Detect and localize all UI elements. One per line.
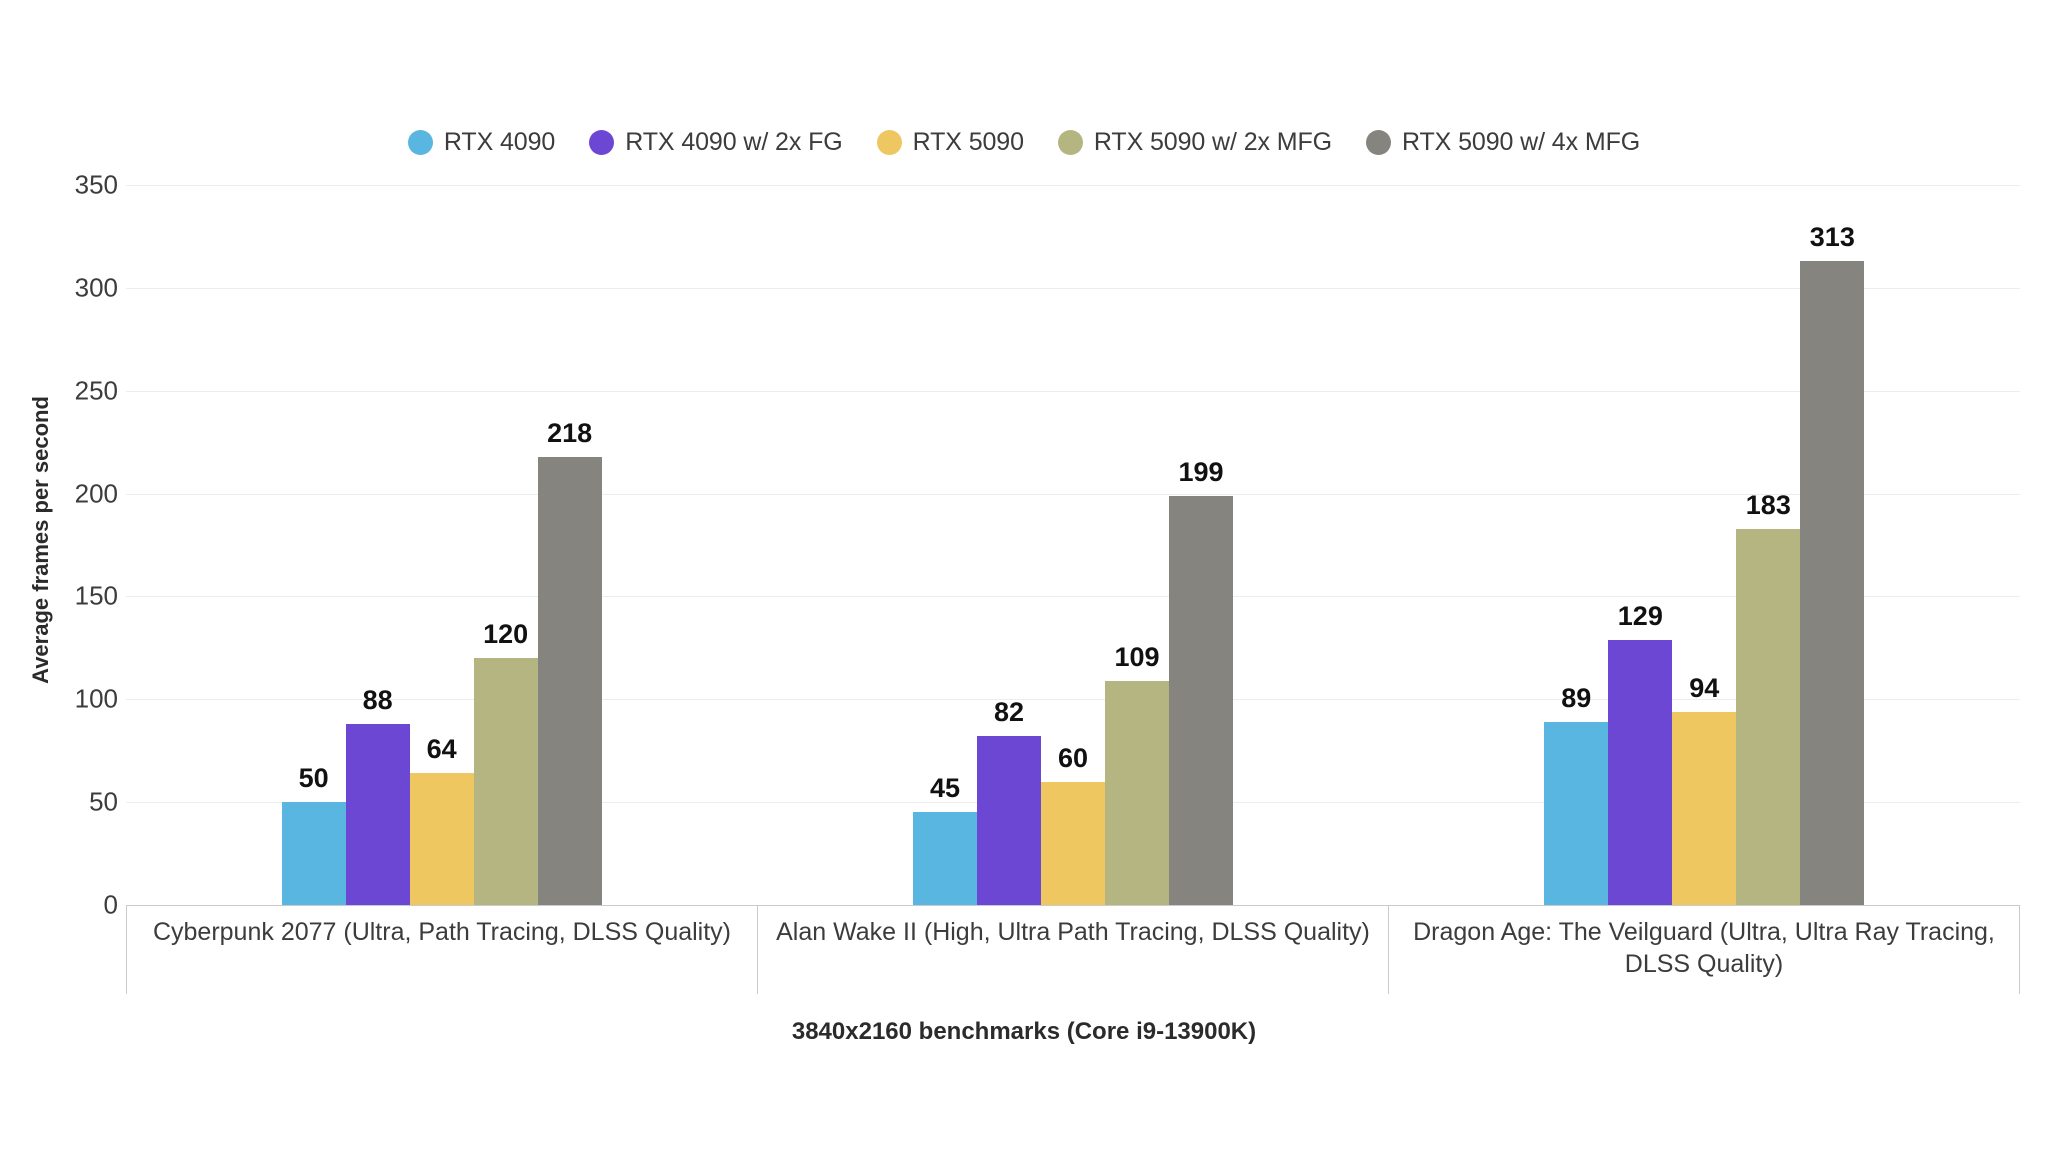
bar-value-label: 50 (298, 763, 329, 794)
bar-slot: 60 (1040, 185, 1105, 905)
legend-label: RTX 5090 w/ 4x MFG (1402, 128, 1641, 156)
legend-item-rtx-4090[interactable]: RTX 4090 (407, 128, 556, 157)
y-axis-tick-label: 350 (74, 169, 118, 200)
gridline (126, 185, 2020, 186)
bar[interactable] (1104, 680, 1169, 905)
legend-item-rtx-4090-2x-fg[interactable]: RTX 4090 w/ 2x FG (589, 128, 843, 157)
bar-value-label: 89 (1561, 682, 1592, 713)
bar-slot: 45 (912, 185, 977, 905)
chart-legend: RTX 4090 RTX 4090 w/ 2x FG RTX 5090 RTX … (0, 128, 2048, 157)
legend-label: RTX 5090 (912, 128, 1024, 156)
y-axis-tick-label: 250 (74, 375, 118, 406)
legend-swatch-icon (589, 130, 615, 155)
bar-value-label: 183 (1745, 489, 1791, 520)
bar-value-label: 199 (1178, 456, 1224, 487)
gridline (126, 596, 2020, 598)
gridline (126, 699, 2020, 701)
y-axis-ticks: 0 50 100 150 200 250 300 350 (56, 170, 126, 920)
gridline (126, 493, 2020, 495)
bar-slot: 89 (1544, 185, 1609, 905)
bar-slot: 50 (281, 185, 346, 905)
legend-item-rtx-5090[interactable]: RTX 5090 (876, 128, 1024, 157)
legend-label: RTX 4090 (443, 128, 556, 156)
bar[interactable] (1672, 711, 1737, 905)
x-axis-category-label: Alan Wake II (High, Ultra Path Tracing, … (757, 906, 1388, 994)
bar[interactable] (912, 812, 977, 905)
y-axis-tick-label: 50 (89, 786, 118, 817)
legend-label: RTX 4090 w/ 2x FG (625, 128, 843, 156)
legend-item-rtx-5090-4x-mfg[interactable]: RTX 5090 w/ 4x MFG (1366, 128, 1640, 157)
bar[interactable] (537, 456, 602, 905)
legend-swatch-icon (407, 130, 433, 155)
bar-value-label: 313 (1809, 222, 1855, 253)
legend-swatch-icon (1057, 130, 1083, 155)
y-axis-tick-label: 100 (74, 683, 118, 714)
bar-group: 50 88 64 120 218 (126, 185, 757, 905)
bar-slot: 94 (1672, 185, 1737, 905)
bar-slot: 313 (1800, 185, 1865, 905)
bar-slot: 64 (409, 185, 474, 905)
bar-value-label: 109 (1114, 641, 1160, 672)
bar-value-label: 64 (426, 734, 457, 765)
bar[interactable] (976, 736, 1041, 905)
gridline (126, 390, 2020, 392)
x-axis-category-label: Dragon Age: The Veilguard (Ultra, Ultra … (1388, 906, 2020, 994)
bar[interactable] (1544, 721, 1609, 905)
gridline (126, 287, 2020, 289)
bar-value-label: 60 (1057, 742, 1089, 773)
legend-label: RTX 5090 w/ 2x MFG (1093, 128, 1332, 156)
bar-slot: 82 (976, 185, 1041, 905)
bar-slot: 183 (1736, 185, 1801, 905)
bar-value-label: 94 (1689, 672, 1720, 703)
bar-slot: 88 (345, 185, 410, 905)
bar-value-label: 129 (1617, 600, 1663, 631)
legend-swatch-icon (1366, 130, 1391, 155)
y-axis-tick-label: 200 (74, 478, 118, 509)
legend-swatch-icon (876, 130, 902, 155)
bar[interactable] (1168, 495, 1233, 905)
x-axis-title: 3840x2160 benchmarks (Core i9-13900K) (791, 1018, 1257, 1045)
x-axis-categories: Cyberpunk 2077 (Ultra, Path Tracing, DLS… (126, 905, 2020, 994)
bar[interactable] (281, 802, 346, 905)
bar-slot: 199 (1168, 185, 1233, 905)
bar-value-label: 88 (362, 684, 393, 715)
legend-item-rtx-5090-2x-mfg[interactable]: RTX 5090 w/ 2x MFG (1057, 128, 1332, 157)
y-axis-title: Average frames per second (28, 396, 53, 684)
bar-value-label: 120 (483, 619, 529, 650)
bar-value-label: 218 (547, 417, 593, 448)
plot-area: Average frames per second 0 50 100 150 200 25… (0, 170, 2048, 920)
y-axis-tick-label: 150 (74, 580, 118, 611)
bar[interactable] (473, 658, 538, 905)
x-axis-category-label: Cyberpunk 2077 (Ultra, Path Tracing, DLS… (126, 906, 757, 994)
bar[interactable] (345, 723, 410, 905)
bar[interactable] (1800, 261, 1865, 905)
bar-slot: 109 (1104, 185, 1169, 905)
bar[interactable] (1608, 639, 1673, 905)
y-axis-tick-label: 0 (103, 889, 118, 920)
bar-slot: 218 (537, 185, 602, 905)
bar-group: 45 82 60 109 199 (757, 185, 1388, 905)
bar-slot: 120 (473, 185, 538, 905)
bar-group: 89 129 94 183 313 (1389, 185, 2020, 905)
bar-value-label: 82 (993, 697, 1025, 728)
bar[interactable] (1736, 528, 1801, 905)
bar[interactable] (1040, 781, 1105, 905)
bar[interactable] (409, 773, 474, 905)
bar-groups: 50 88 64 120 218 45 82 60 109 199 89 129 94 183 313 (126, 185, 2020, 905)
bar-slot: 129 (1608, 185, 1673, 905)
bar-value-label: 45 (929, 773, 961, 804)
y-axis-tick-label: 300 (74, 272, 118, 303)
